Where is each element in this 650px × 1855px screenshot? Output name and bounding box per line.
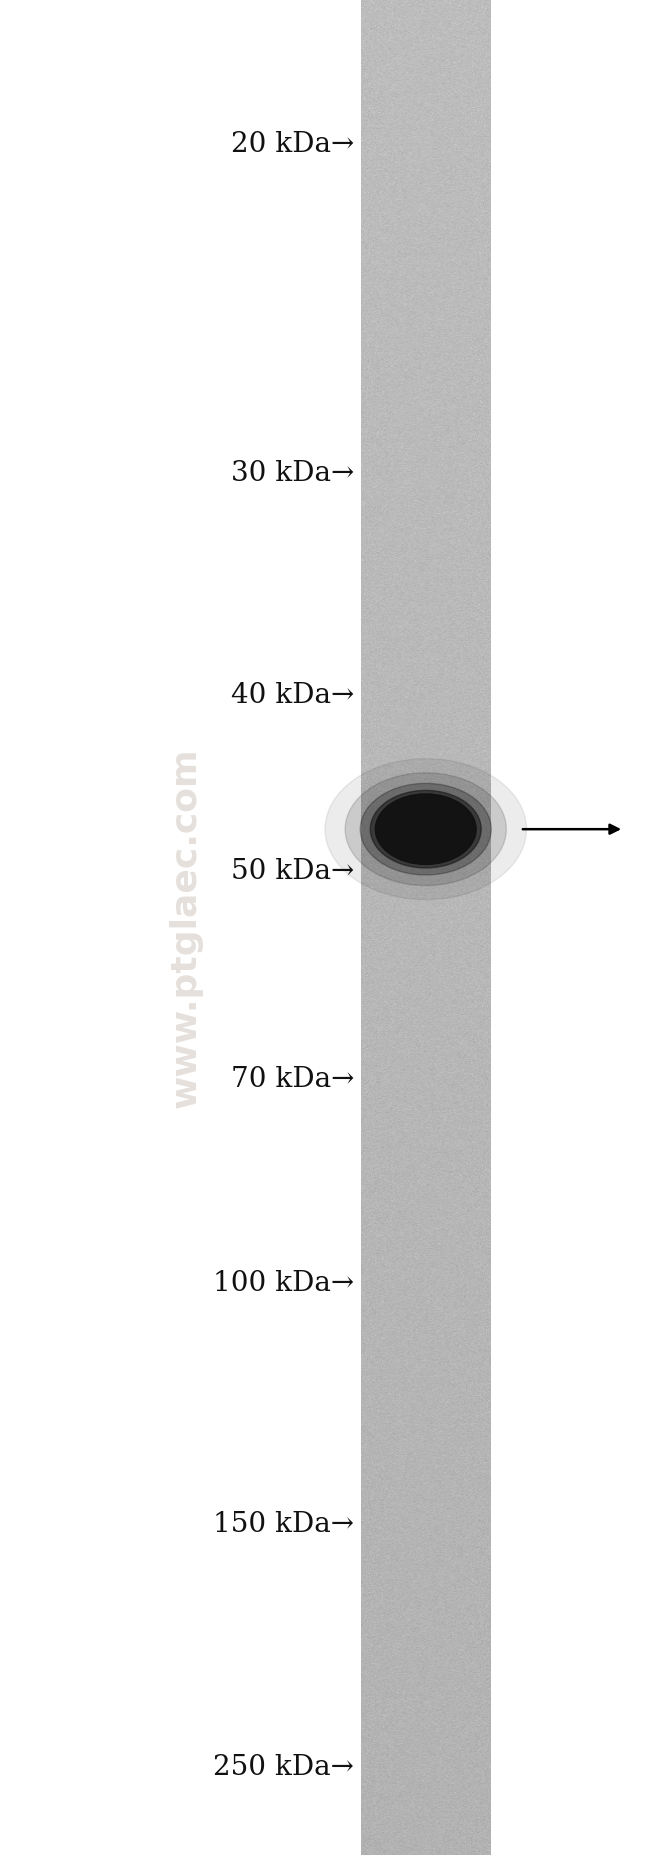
Ellipse shape <box>376 794 476 864</box>
Text: 20 kDa→: 20 kDa→ <box>231 132 354 158</box>
Text: 50 kDa→: 50 kDa→ <box>231 859 354 885</box>
Ellipse shape <box>325 759 526 900</box>
Text: 70 kDa→: 70 kDa→ <box>231 1067 354 1093</box>
Ellipse shape <box>345 774 506 885</box>
Text: 30 kDa→: 30 kDa→ <box>231 460 354 486</box>
Text: 150 kDa→: 150 kDa→ <box>213 1512 354 1538</box>
Ellipse shape <box>360 783 491 876</box>
Text: 100 kDa→: 100 kDa→ <box>213 1271 354 1297</box>
Text: 40 kDa→: 40 kDa→ <box>231 683 354 709</box>
Ellipse shape <box>370 790 481 868</box>
Text: www.ptglaec.com: www.ptglaec.com <box>168 748 202 1107</box>
Text: 250 kDa→: 250 kDa→ <box>213 1755 354 1781</box>
